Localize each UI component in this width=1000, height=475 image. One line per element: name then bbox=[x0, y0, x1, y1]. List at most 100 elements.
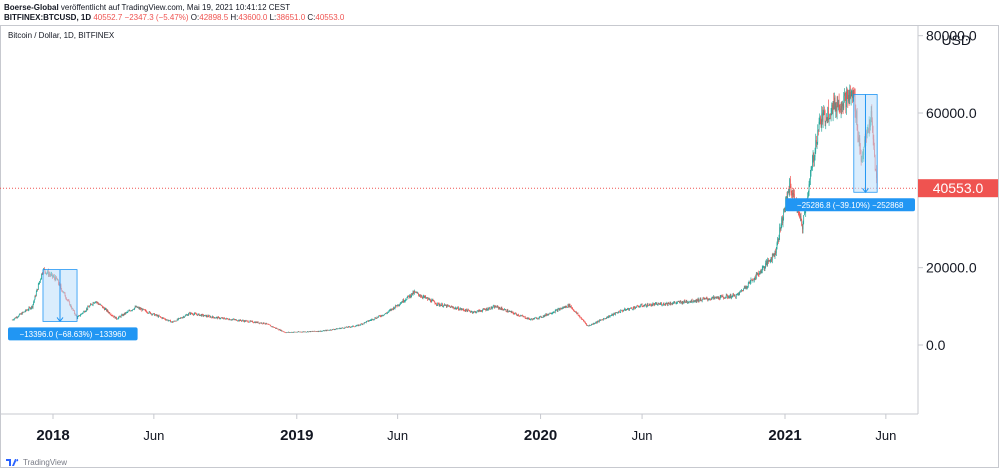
candle-body bbox=[160, 317, 162, 318]
candle-body bbox=[411, 293, 413, 295]
candle-body bbox=[472, 312, 474, 313]
candle-body bbox=[271, 326, 273, 327]
candle-body bbox=[264, 323, 266, 325]
candle-body bbox=[656, 303, 658, 305]
candle-body bbox=[703, 298, 704, 299]
candle-body bbox=[194, 313, 195, 315]
candle-body bbox=[553, 312, 555, 313]
candle-body bbox=[504, 309, 506, 310]
candle-body bbox=[843, 95, 845, 109]
candle-body bbox=[157, 315, 159, 317]
candle-body bbox=[97, 302, 99, 304]
candle-body bbox=[327, 330, 329, 331]
candle-body bbox=[285, 332, 286, 333]
candle-body bbox=[832, 101, 834, 114]
candle-body bbox=[428, 298, 429, 300]
candle-body bbox=[683, 300, 685, 303]
candle-body bbox=[295, 331, 296, 333]
candle-body bbox=[679, 301, 680, 303]
candle-body bbox=[313, 330, 315, 332]
candle-body bbox=[17, 317, 18, 318]
candle-body bbox=[432, 300, 433, 301]
candle-body bbox=[550, 313, 552, 315]
candle-body bbox=[550, 312, 551, 314]
candle-body bbox=[623, 310, 625, 311]
candle-body bbox=[287, 332, 289, 333]
candle-body bbox=[219, 318, 221, 320]
candle-body bbox=[303, 331, 304, 333]
candle-body bbox=[739, 291, 740, 295]
candle-body bbox=[459, 308, 461, 310]
candle-body bbox=[168, 320, 170, 321]
candle-body bbox=[195, 313, 197, 315]
candle-body bbox=[716, 296, 718, 299]
candle-body bbox=[805, 210, 807, 213]
candle-body bbox=[641, 304, 642, 306]
candle-body bbox=[290, 332, 292, 333]
tradingview-logo[interactable]: TradingView bbox=[6, 458, 67, 467]
candle-body bbox=[560, 308, 561, 310]
candle-body bbox=[343, 327, 344, 329]
candle-body bbox=[519, 315, 521, 317]
high-value: 43600.0 bbox=[238, 13, 268, 22]
candle-body bbox=[192, 314, 194, 316]
candle-body bbox=[269, 324, 271, 326]
candle-body bbox=[328, 330, 330, 331]
candle-body bbox=[142, 308, 144, 310]
candle-body bbox=[660, 303, 662, 304]
candle-body bbox=[106, 309, 108, 312]
candle-body bbox=[588, 325, 590, 326]
candle-body bbox=[503, 309, 505, 311]
last-price-tag: 40553.0 bbox=[918, 179, 998, 198]
candle-body bbox=[673, 302, 675, 303]
candle-body bbox=[597, 320, 599, 322]
candle-body bbox=[562, 307, 564, 308]
candle-body bbox=[713, 296, 715, 298]
candle-body bbox=[11, 319, 13, 321]
candle-body bbox=[111, 315, 113, 316]
candle-body bbox=[338, 328, 340, 330]
candle-body bbox=[414, 291, 416, 292]
candle-body bbox=[681, 301, 683, 304]
candle-body bbox=[337, 328, 338, 330]
candle-body bbox=[176, 318, 178, 321]
candle-body bbox=[689, 301, 691, 302]
candle-body bbox=[614, 313, 616, 315]
candle-body bbox=[639, 306, 640, 308]
candle-body bbox=[144, 309, 146, 311]
candle-body bbox=[180, 317, 182, 319]
candle-body bbox=[715, 296, 717, 299]
candle-body bbox=[630, 307, 632, 309]
candle-body bbox=[427, 297, 429, 300]
candle-body bbox=[600, 319, 602, 321]
candle-body bbox=[129, 310, 131, 311]
candle-body bbox=[239, 319, 241, 322]
candle-body bbox=[510, 311, 511, 312]
candle-body bbox=[240, 320, 242, 322]
candle-body bbox=[816, 142, 818, 144]
candle-body bbox=[720, 295, 722, 297]
candle-body bbox=[152, 313, 154, 315]
candle-body bbox=[434, 302, 436, 304]
candle-body bbox=[107, 309, 109, 312]
candle-body bbox=[399, 304, 400, 306]
candle-body bbox=[675, 302, 677, 304]
candle-body bbox=[813, 155, 815, 161]
candle-body bbox=[325, 330, 327, 331]
candle-body bbox=[841, 106, 843, 107]
candle-body bbox=[552, 312, 553, 314]
candle-body bbox=[198, 313, 199, 315]
candle-body bbox=[766, 261, 768, 265]
candle-body bbox=[268, 324, 270, 325]
candle-body bbox=[248, 322, 250, 323]
candle-body bbox=[701, 299, 703, 302]
candle-body bbox=[116, 317, 117, 320]
candle-body bbox=[88, 306, 89, 308]
candle-body bbox=[131, 310, 133, 311]
candle-body bbox=[278, 329, 280, 331]
candle-body bbox=[499, 307, 501, 309]
candle-body bbox=[250, 320, 252, 322]
candle-body bbox=[733, 294, 735, 296]
candle-body bbox=[109, 312, 111, 315]
